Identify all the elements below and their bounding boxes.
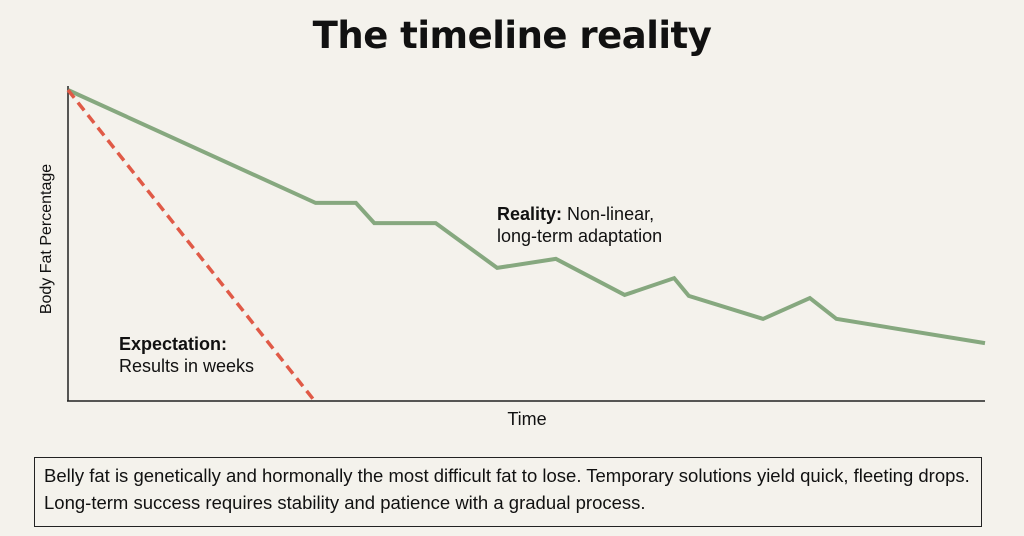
reality-text-2: long-term adaptation [497, 226, 663, 246]
reality-line [67, 88, 986, 346]
reality-annotation: Reality: Non-linear, long-term adaptatio… [497, 203, 662, 247]
expectation-text: Results in weeks [119, 356, 255, 376]
y-axis-label: Body Fat Percentage [38, 163, 55, 315]
expectation-line [66, 88, 317, 403]
chart-title: The timeline reality [312, 14, 712, 57]
expectation-label: Expectation: [119, 334, 228, 354]
expectation-annotation: Expectation: Results in weeks [119, 333, 254, 377]
reality-label: Reality: [497, 204, 563, 224]
caption-box: Belly fat is genetically and hormonally … [34, 457, 982, 527]
reality-text-1: Non-linear, [567, 204, 655, 224]
x-axis-label: Time [507, 409, 547, 429]
